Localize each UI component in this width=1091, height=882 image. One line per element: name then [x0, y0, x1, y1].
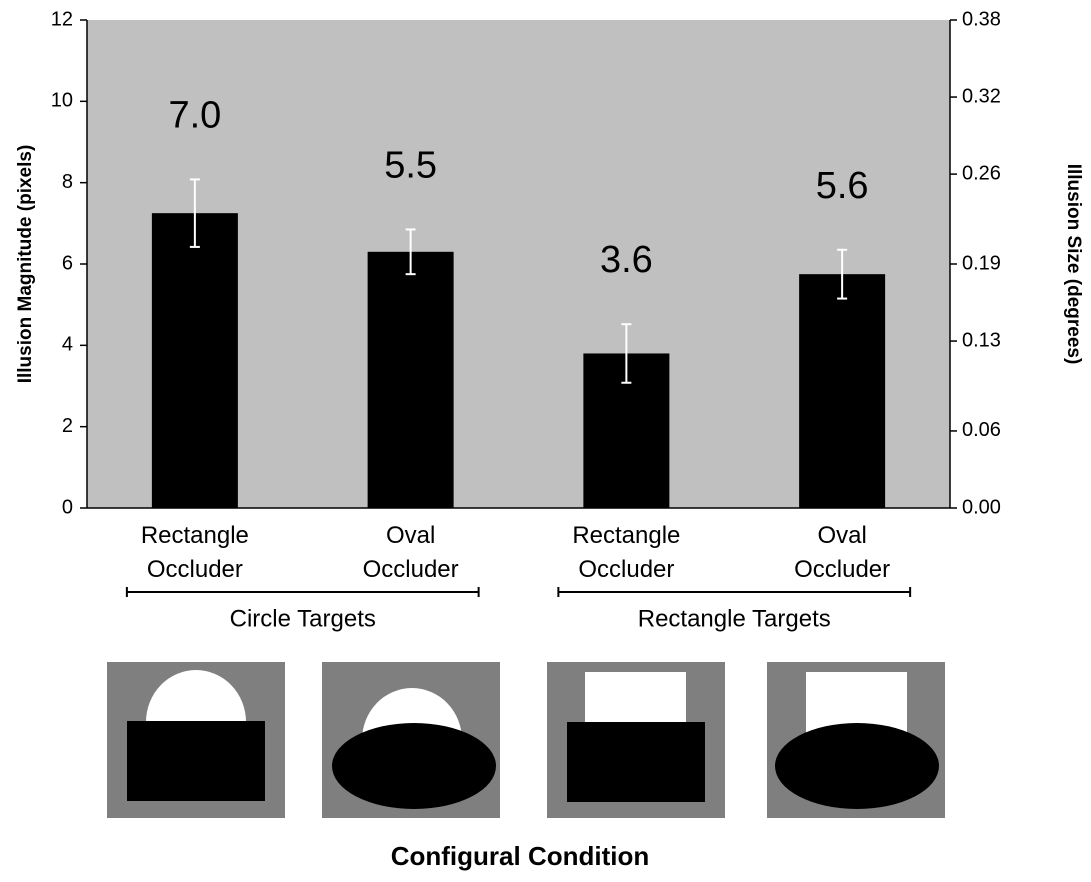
y-tick-label: 8 [62, 171, 73, 193]
bar [367, 251, 454, 509]
x-tick-label: Rectangle Occluder [572, 522, 681, 583]
group-bracket [557, 587, 912, 597]
y-axis-title: Illusion Magnitude (pixels) [15, 145, 36, 384]
bar [151, 213, 238, 508]
bar-annotation: 5.6 [816, 165, 869, 207]
x-tick-label: Rectangle Occluder [140, 522, 249, 583]
icons [107, 662, 945, 818]
y2-axis-title: Illusion Size (degrees) [1063, 164, 1084, 365]
error-bar [405, 228, 416, 276]
y-tick-label: 6 [62, 252, 73, 274]
y-tick-label: 10 [51, 90, 73, 112]
bar [799, 274, 886, 508]
y2-tick-label: 0.38 [962, 8, 1001, 30]
group-bracket [125, 587, 480, 597]
bar-annotation: 5.5 [384, 144, 437, 186]
x-tick-label: Oval Occluder [794, 522, 891, 583]
y-tick-label: 0 [62, 496, 73, 518]
x-axis-title: Configural Condition [391, 841, 650, 871]
y-tick-label: 12 [51, 8, 73, 30]
bar-annotation: 3.6 [600, 239, 653, 281]
y2-tick-label: 0.00 [962, 496, 1001, 518]
y2-tick-label: 0.06 [962, 419, 1001, 441]
group-label: Rectangle Targets [638, 605, 831, 632]
group-label: Circle Targets [230, 605, 376, 632]
error-bar [837, 248, 848, 300]
y-tick-label: 2 [62, 415, 73, 437]
bar-annotation: 7.0 [168, 94, 221, 136]
y2-tick-label: 0.13 [962, 329, 1001, 351]
error-bar [189, 178, 200, 248]
error-bar [621, 323, 632, 384]
y-tick-label: 4 [62, 334, 73, 356]
y2-tick-label: 0.19 [962, 252, 1001, 274]
y2-tick-label: 0.32 [962, 85, 1001, 107]
x-tick-label: Oval Occluder [362, 522, 459, 583]
y2-tick-label: 0.26 [962, 162, 1001, 184]
